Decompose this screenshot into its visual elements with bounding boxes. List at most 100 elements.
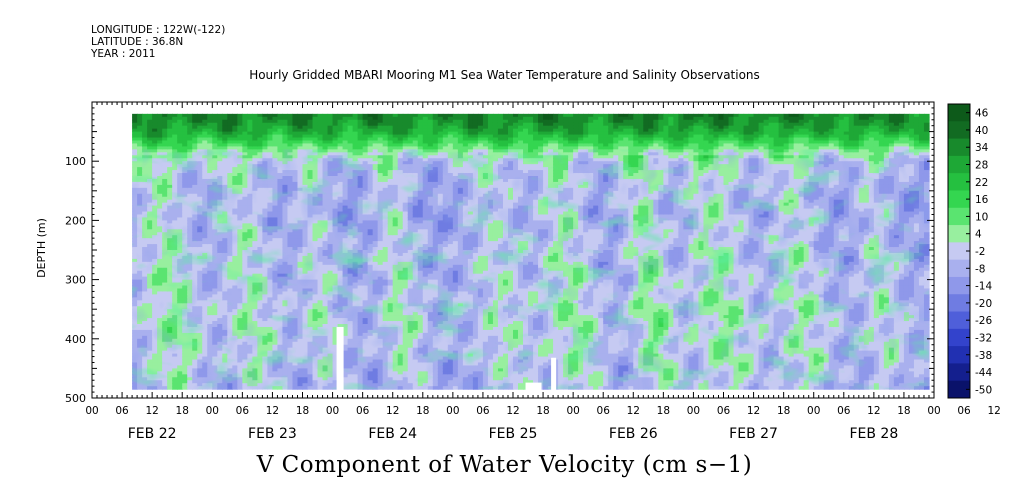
- heatmap-cell: [327, 131, 334, 136]
- heatmap-cell: [392, 143, 399, 147]
- heatmap-cell: [347, 113, 354, 118]
- heatmap-cell: [192, 113, 198, 118]
- heatmap-cell: [182, 143, 188, 147]
- heatmap-cell: [372, 146, 379, 150]
- heatmap-cell: [287, 122, 294, 127]
- heatmap-cell: [222, 146, 228, 150]
- heatmap-cell: [382, 146, 389, 150]
- heatmap-cell: [192, 119, 198, 124]
- heatmap-cell: [327, 146, 334, 150]
- heatmap-cell: [247, 137, 253, 142]
- heatmap-cell: [242, 143, 248, 147]
- heatmap-cell: [392, 116, 399, 121]
- heatmap-cell: [307, 143, 314, 147]
- heatmap-cell: [167, 140, 173, 145]
- heatmap-cell: [247, 116, 253, 121]
- heatmap-cell: [242, 137, 248, 142]
- heatmap-cell: [382, 128, 389, 133]
- heatmap-cell: [177, 113, 183, 118]
- heatmap-cell: [272, 113, 279, 118]
- heatmap-cell: [237, 134, 243, 139]
- heatmap-cell: [357, 134, 364, 139]
- heatmap-cell: [337, 113, 344, 118]
- heatmap-cell: [177, 146, 183, 150]
- heatmap-cell: [247, 140, 253, 145]
- heatmap-cell: [337, 119, 344, 124]
- heatmap-cell: [322, 137, 329, 142]
- heatmap-cell: [252, 125, 258, 130]
- heatmap-cell: [322, 134, 329, 139]
- heatmap-cell: [142, 137, 148, 142]
- heatmap-cell: [337, 122, 344, 127]
- heatmap-cell: [227, 143, 233, 147]
- heatmap-cell: [357, 140, 364, 145]
- heatmap-cell: [377, 113, 384, 118]
- heatmap-cell: [332, 122, 339, 127]
- heatmap-cell: [327, 116, 334, 121]
- heatmap-cell: [382, 113, 389, 118]
- heatmap-cell: [317, 137, 324, 142]
- heatmap-cell: [277, 125, 284, 130]
- heatmap-cell: [277, 131, 284, 136]
- heatmap-cell: [357, 125, 364, 130]
- heatmap-cell: [167, 125, 173, 130]
- heatmap-cell: [302, 128, 309, 133]
- heatmap-cell: [157, 119, 163, 124]
- heatmap-cell: [257, 137, 263, 142]
- heatmap-cell: [382, 125, 389, 130]
- heatmap-cell: [387, 122, 394, 127]
- heatmap-cell: [287, 146, 294, 150]
- heatmap-cell: [217, 146, 223, 150]
- heatmap-cell: [392, 122, 399, 127]
- heatmap-cell: [287, 131, 294, 136]
- heatmap-cell: [362, 122, 369, 127]
- heatmap-cell: [292, 137, 299, 142]
- heatmap-cell: [167, 143, 173, 147]
- heatmap-cell: [142, 122, 148, 127]
- heatmap-cell: [332, 119, 339, 124]
- heatmap-cell: [262, 119, 269, 124]
- heatmap-cell: [197, 146, 203, 150]
- heatmap-cell: [257, 131, 263, 136]
- heatmap-cell: [297, 128, 304, 133]
- heatmap-cell: [337, 125, 344, 130]
- heatmap-cell: [227, 119, 233, 124]
- heatmap-cell: [327, 128, 334, 133]
- heatmap-cell: [247, 119, 253, 124]
- heatmap-cell: [137, 122, 143, 127]
- heatmap-cell: [322, 122, 329, 127]
- heatmap-cell: [292, 125, 299, 130]
- heatmap-cell: [302, 119, 309, 124]
- heatmap-cell: [342, 140, 349, 145]
- heatmap-cell: [237, 119, 243, 124]
- heatmap-cell: [147, 122, 153, 127]
- heatmap-cell: [272, 125, 279, 130]
- heatmap-cell: [262, 140, 269, 145]
- heatmap-cell: [322, 113, 329, 118]
- heatmap-cell: [192, 137, 198, 142]
- heatmap-cell: [222, 140, 228, 145]
- heatmap-cell: [302, 134, 309, 139]
- heatmap-cell: [292, 131, 299, 136]
- heatmap-cell: [192, 143, 198, 147]
- heatmap-cell: [187, 137, 193, 142]
- heatmap-cell: [202, 128, 208, 133]
- heatmap-cell: [312, 143, 319, 147]
- heatmap-cell: [177, 131, 183, 136]
- heatmap-cell: [167, 116, 173, 121]
- heatmap-cell: [232, 134, 238, 139]
- heatmap-cell: [267, 131, 274, 136]
- heatmap-cell: [282, 134, 289, 139]
- heatmap-cell: [137, 119, 143, 124]
- heatmap-cell: [207, 134, 213, 139]
- heatmap-cell: [352, 134, 359, 139]
- heatmap-cell: [232, 137, 238, 142]
- heatmap-cell: [302, 131, 309, 136]
- heatmap-cell: [132, 146, 138, 150]
- heatmap-cell: [157, 131, 163, 136]
- heatmap-cell: [327, 143, 334, 147]
- heatmap-cell: [257, 113, 263, 118]
- heatmap-cell: [157, 143, 163, 147]
- heatmap-cell: [327, 113, 334, 118]
- heatmap-cell: [362, 146, 369, 150]
